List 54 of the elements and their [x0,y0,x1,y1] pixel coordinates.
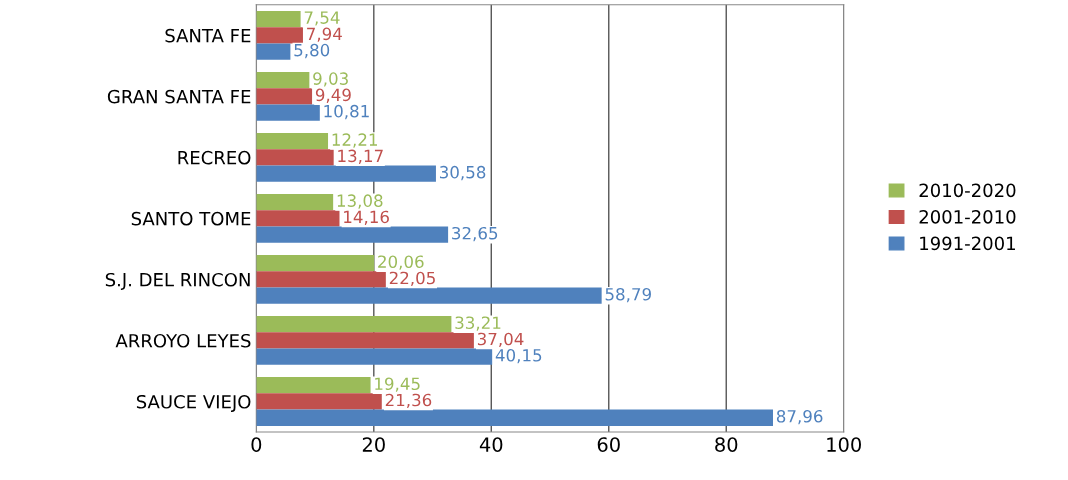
bar [256,88,313,105]
legend-label: 1991-2001 [920,236,1015,251]
bar [256,104,320,121]
x-tick-label: 40 [479,437,503,452]
bar [256,255,375,272]
y-tick-label: ARROYO LEYES [115,333,251,348]
data-label: 14,16 [344,210,389,225]
bar [256,393,382,410]
data-label: 21,36 [385,393,432,409]
x-tick-label: 0 [251,437,262,452]
data-label: 13,08 [337,194,383,209]
bar [256,210,340,227]
data-label: 22,05 [389,271,435,286]
data-label: 87,96 [776,409,823,425]
bar [256,287,602,304]
bar [256,71,310,89]
data-label: 30,58 [440,165,486,181]
data-label: 9,49 [315,88,351,103]
bar [256,348,493,365]
y-tick-label: SANTA FE [165,28,251,43]
legend-label: 2001-2010 [919,209,1016,224]
bar [256,43,291,60]
y-tick-label: GRAN SANTA FE [107,89,251,104]
x-tick-label: 20 [362,437,385,452]
data-label: 37,04 [477,332,524,347]
data-label: 33,21 [455,316,501,331]
bar [256,409,773,426]
y-tick-label: RECREO [178,150,251,165]
bar [256,132,329,150]
data-label: 7,94 [307,27,342,42]
data-label: 10,81 [324,104,369,120]
data-label: 7,54 [304,11,340,26]
bar [256,10,301,28]
bar [256,226,449,243]
data-label: 32,65 [452,226,498,242]
data-label: 12,21 [332,133,377,148]
data-label: 20,06 [378,255,424,270]
data-label: 13,17 [338,149,383,164]
data-label: 40,15 [495,348,542,364]
x-tick-label: 60 [597,437,620,452]
x-tick-label: 100 [827,437,861,452]
data-label: 5,80 [294,43,330,59]
data-label: 19,45 [375,377,420,392]
y-tick-label: SAUCE VIEJO [136,394,251,412]
bar [256,271,386,288]
x-tick-label: 80 [715,437,738,452]
legend-label: 2010-2020 [919,183,1016,198]
y-tick-label: S.J. DEL RINCON [105,272,250,290]
data-label: 9,03 [313,72,348,87]
data-label: 58,79 [605,287,651,303]
y-tick-label: SANTO TOME [131,211,251,226]
bar [256,27,303,44]
bar [256,149,334,166]
bar [256,165,436,182]
